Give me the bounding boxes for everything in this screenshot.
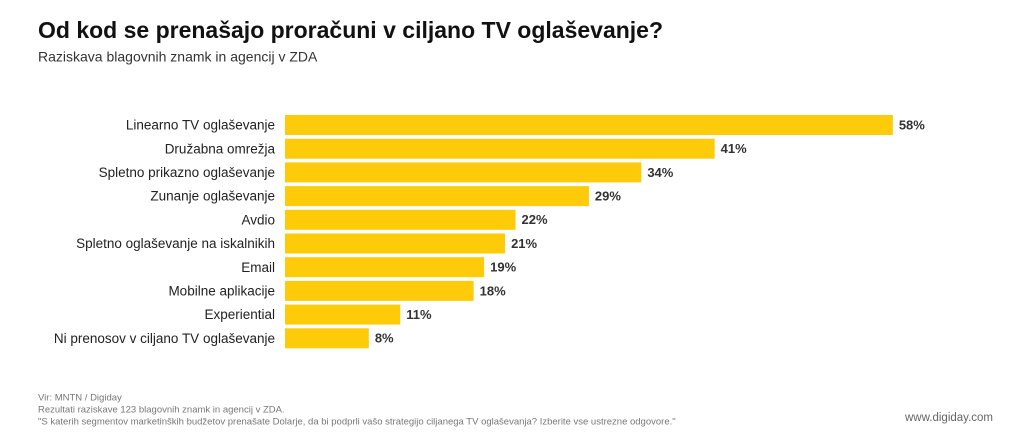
value-label: 11% — [406, 307, 432, 322]
source-note: Rezultati raziskave 123 blagovnih znamk … — [38, 405, 285, 416]
bar — [285, 304, 401, 325]
value-label: 34% — [647, 165, 673, 180]
bar — [285, 233, 506, 254]
source-note: "S katerih segmentov marketinških budžet… — [38, 417, 676, 428]
bar — [285, 162, 642, 183]
bar — [285, 209, 516, 230]
category-label: Družabna omrežja — [165, 141, 276, 156]
bar — [285, 257, 485, 278]
bar — [285, 280, 474, 301]
category-label: Email — [241, 260, 275, 275]
value-label: 19% — [490, 260, 516, 275]
category-label: Mobilne aplikacije — [168, 283, 275, 298]
value-label: 22% — [522, 212, 548, 227]
value-label: 58% — [899, 117, 925, 132]
website: www.digiday.com — [904, 412, 993, 424]
category-label: Linearno TV oglaševanje — [126, 118, 275, 133]
category-label: Zunanje oglaševanje — [150, 189, 275, 204]
chart-subtitle: Raziskava blagovnih znamk in agencij v Z… — [38, 49, 318, 65]
value-label: 8% — [375, 331, 394, 346]
bar — [285, 115, 893, 135]
chart-title: Od kod se prenašajo proračuni v ciljano … — [38, 17, 663, 43]
bar — [285, 138, 715, 159]
value-label: 29% — [595, 189, 621, 204]
bar — [285, 328, 369, 349]
source-note: Vir: MNTN / Digiday — [38, 393, 122, 404]
value-label: 18% — [480, 283, 506, 298]
category-label: Experiential — [204, 307, 275, 322]
category-label: Avdio — [241, 212, 275, 227]
value-label: 21% — [511, 236, 537, 251]
category-label: Spletno oglaševanje na iskalnikih — [76, 236, 275, 251]
category-label: Ni prenosov v ciljano TV oglaševanje — [54, 331, 275, 346]
bar — [285, 186, 589, 207]
value-label: 41% — [721, 141, 747, 156]
category-label: Spletno prikazno oglaševanje — [99, 165, 275, 180]
